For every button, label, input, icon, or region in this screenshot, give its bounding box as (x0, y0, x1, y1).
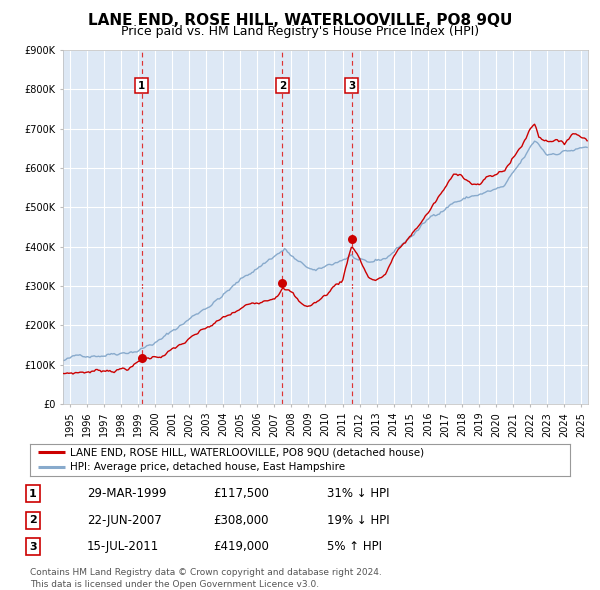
Text: 29-MAR-1999: 29-MAR-1999 (87, 487, 167, 500)
Text: 31% ↓ HPI: 31% ↓ HPI (327, 487, 389, 500)
Text: Price paid vs. HM Land Registry's House Price Index (HPI): Price paid vs. HM Land Registry's House … (121, 25, 479, 38)
Text: 15-JUL-2011: 15-JUL-2011 (87, 540, 159, 553)
Text: 22-JUN-2007: 22-JUN-2007 (87, 514, 162, 527)
Text: £419,000: £419,000 (213, 540, 269, 553)
Text: 1: 1 (138, 81, 146, 90)
Text: 5% ↑ HPI: 5% ↑ HPI (327, 540, 382, 553)
Text: LANE END, ROSE HILL, WATERLOOVILLE, PO8 9QU (detached house): LANE END, ROSE HILL, WATERLOOVILLE, PO8 … (71, 447, 425, 457)
Text: Contains HM Land Registry data © Crown copyright and database right 2024.: Contains HM Land Registry data © Crown c… (30, 568, 382, 577)
Text: 3: 3 (29, 542, 37, 552)
Text: 19% ↓ HPI: 19% ↓ HPI (327, 514, 389, 527)
Text: 3: 3 (348, 81, 355, 90)
Text: 2: 2 (279, 81, 286, 90)
Text: HPI: Average price, detached house, East Hampshire: HPI: Average price, detached house, East… (71, 463, 346, 473)
Text: LANE END, ROSE HILL, WATERLOOVILLE, PO8 9QU: LANE END, ROSE HILL, WATERLOOVILLE, PO8 … (88, 13, 512, 28)
Text: £117,500: £117,500 (213, 487, 269, 500)
Text: This data is licensed under the Open Government Licence v3.0.: This data is licensed under the Open Gov… (30, 579, 319, 589)
Text: 1: 1 (29, 489, 37, 499)
Text: 2: 2 (29, 516, 37, 525)
Text: £308,000: £308,000 (213, 514, 269, 527)
